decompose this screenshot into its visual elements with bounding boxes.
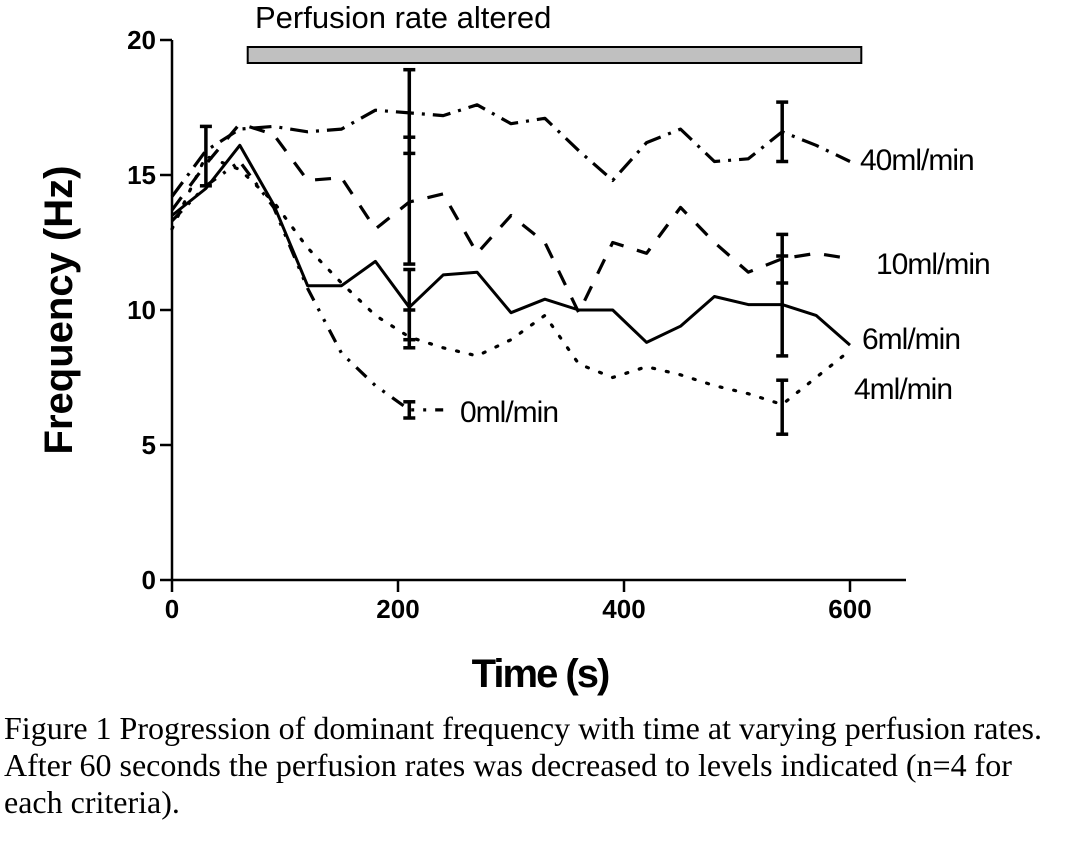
series-line — [170, 154, 852, 407]
y-tick-label: 0 — [142, 565, 156, 595]
series-0mlmin: 0ml/min — [170, 159, 559, 429]
series-label: 4ml/min — [854, 373, 952, 406]
x-axis-title: Time (s) — [472, 652, 609, 696]
x-tick-label: 400 — [602, 594, 645, 624]
series-label: 6ml/min — [862, 323, 960, 356]
figure-caption: Figure 1 Progression of dominant frequen… — [4, 710, 1042, 820]
y-tick-label: 20 — [127, 25, 156, 55]
y-axis-title: Frequency (Hz) — [37, 166, 81, 455]
series-label: 0ml/min — [460, 396, 558, 429]
series-6mlmin: 6ml/min — [171, 143, 961, 358]
series-label: 10ml/min — [876, 248, 990, 281]
series-line — [170, 122, 851, 315]
y-tick-label: 15 — [127, 160, 156, 190]
series-layer: 40ml/min 10ml/min 6ml/min 4ml/min 0ml/min — [170, 67, 991, 436]
x-tick-label: 600 — [828, 594, 871, 624]
perfusion-bar — [246, 46, 863, 64]
series-4mlmin: 4ml/min — [170, 154, 953, 436]
series-line — [170, 103, 851, 198]
x-tick-label: 0 — [165, 594, 179, 624]
series-label: 40ml/min — [860, 144, 974, 177]
perfusion-annotation: Perfusion rate altered — [246, 0, 863, 64]
x-tick-label: 200 — [376, 594, 419, 624]
y-tick-label: 10 — [127, 295, 156, 325]
y-tick-label: 5 — [142, 430, 156, 460]
series-line — [170, 159, 444, 412]
series-line — [171, 143, 851, 347]
series-40mlmin: 40ml/min — [170, 67, 975, 198]
perfusion-annotation-label: Perfusion rate altered — [255, 0, 551, 35]
